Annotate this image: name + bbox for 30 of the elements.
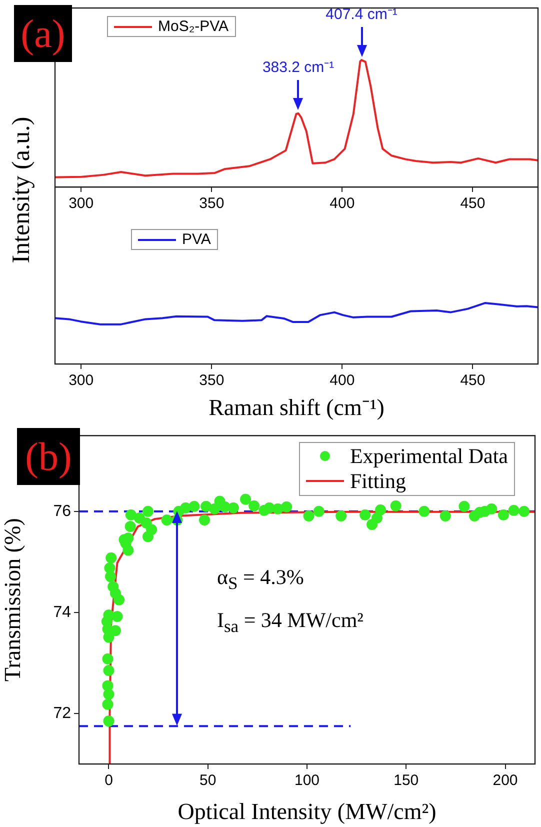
y-tick-label: 74 bbox=[53, 604, 72, 621]
x-tick-label: 150 bbox=[394, 772, 419, 790]
x-axis-title: Optical Intensity (MW/cm²) bbox=[178, 799, 436, 824]
x-tick-label: 0 bbox=[104, 772, 113, 790]
x-axis-title: Raman shift (cm⁻¹) bbox=[208, 395, 384, 420]
x-tick-label: 200 bbox=[492, 772, 518, 790]
annotation: α$_{S}$ = 4.3% bbox=[217, 565, 304, 594]
annotation: 407.4 cm⁻¹ bbox=[326, 5, 398, 24]
annotation: I$_{sa}$ = 34 MW/cm² bbox=[217, 608, 364, 638]
text: (b) bbox=[17, 428, 80, 485]
x-tick-label: 400 bbox=[330, 372, 355, 390]
x-tick-label: 350 bbox=[199, 195, 224, 212]
x-tick-label: 400 bbox=[330, 195, 355, 212]
x-tick-label: 300 bbox=[68, 372, 94, 390]
annotation: 383.2 cm⁻¹ bbox=[262, 58, 334, 76]
y-tick-label: 76 bbox=[53, 502, 72, 520]
legend-label: MoS₂-PVA bbox=[158, 18, 229, 35]
y-axis-title: Transmission (%) bbox=[0, 518, 25, 682]
x-tick-label: 50 bbox=[200, 772, 216, 790]
y-axis-title: Intensity (a.u.) bbox=[8, 116, 36, 264]
y-tick-label: 72 bbox=[53, 704, 72, 722]
legend-label: PVA bbox=[182, 231, 211, 248]
legend-label: Fitting bbox=[350, 468, 406, 494]
x-tick-label: 450 bbox=[460, 372, 486, 390]
x-tick-label: 350 bbox=[199, 372, 224, 390]
legend-label: Experimental Data bbox=[350, 444, 508, 469]
x-tick-label: 100 bbox=[294, 772, 320, 790]
x-tick-label: 450 bbox=[460, 195, 486, 212]
text: (a) bbox=[14, 5, 72, 62]
x-tick-label: 300 bbox=[68, 195, 94, 212]
